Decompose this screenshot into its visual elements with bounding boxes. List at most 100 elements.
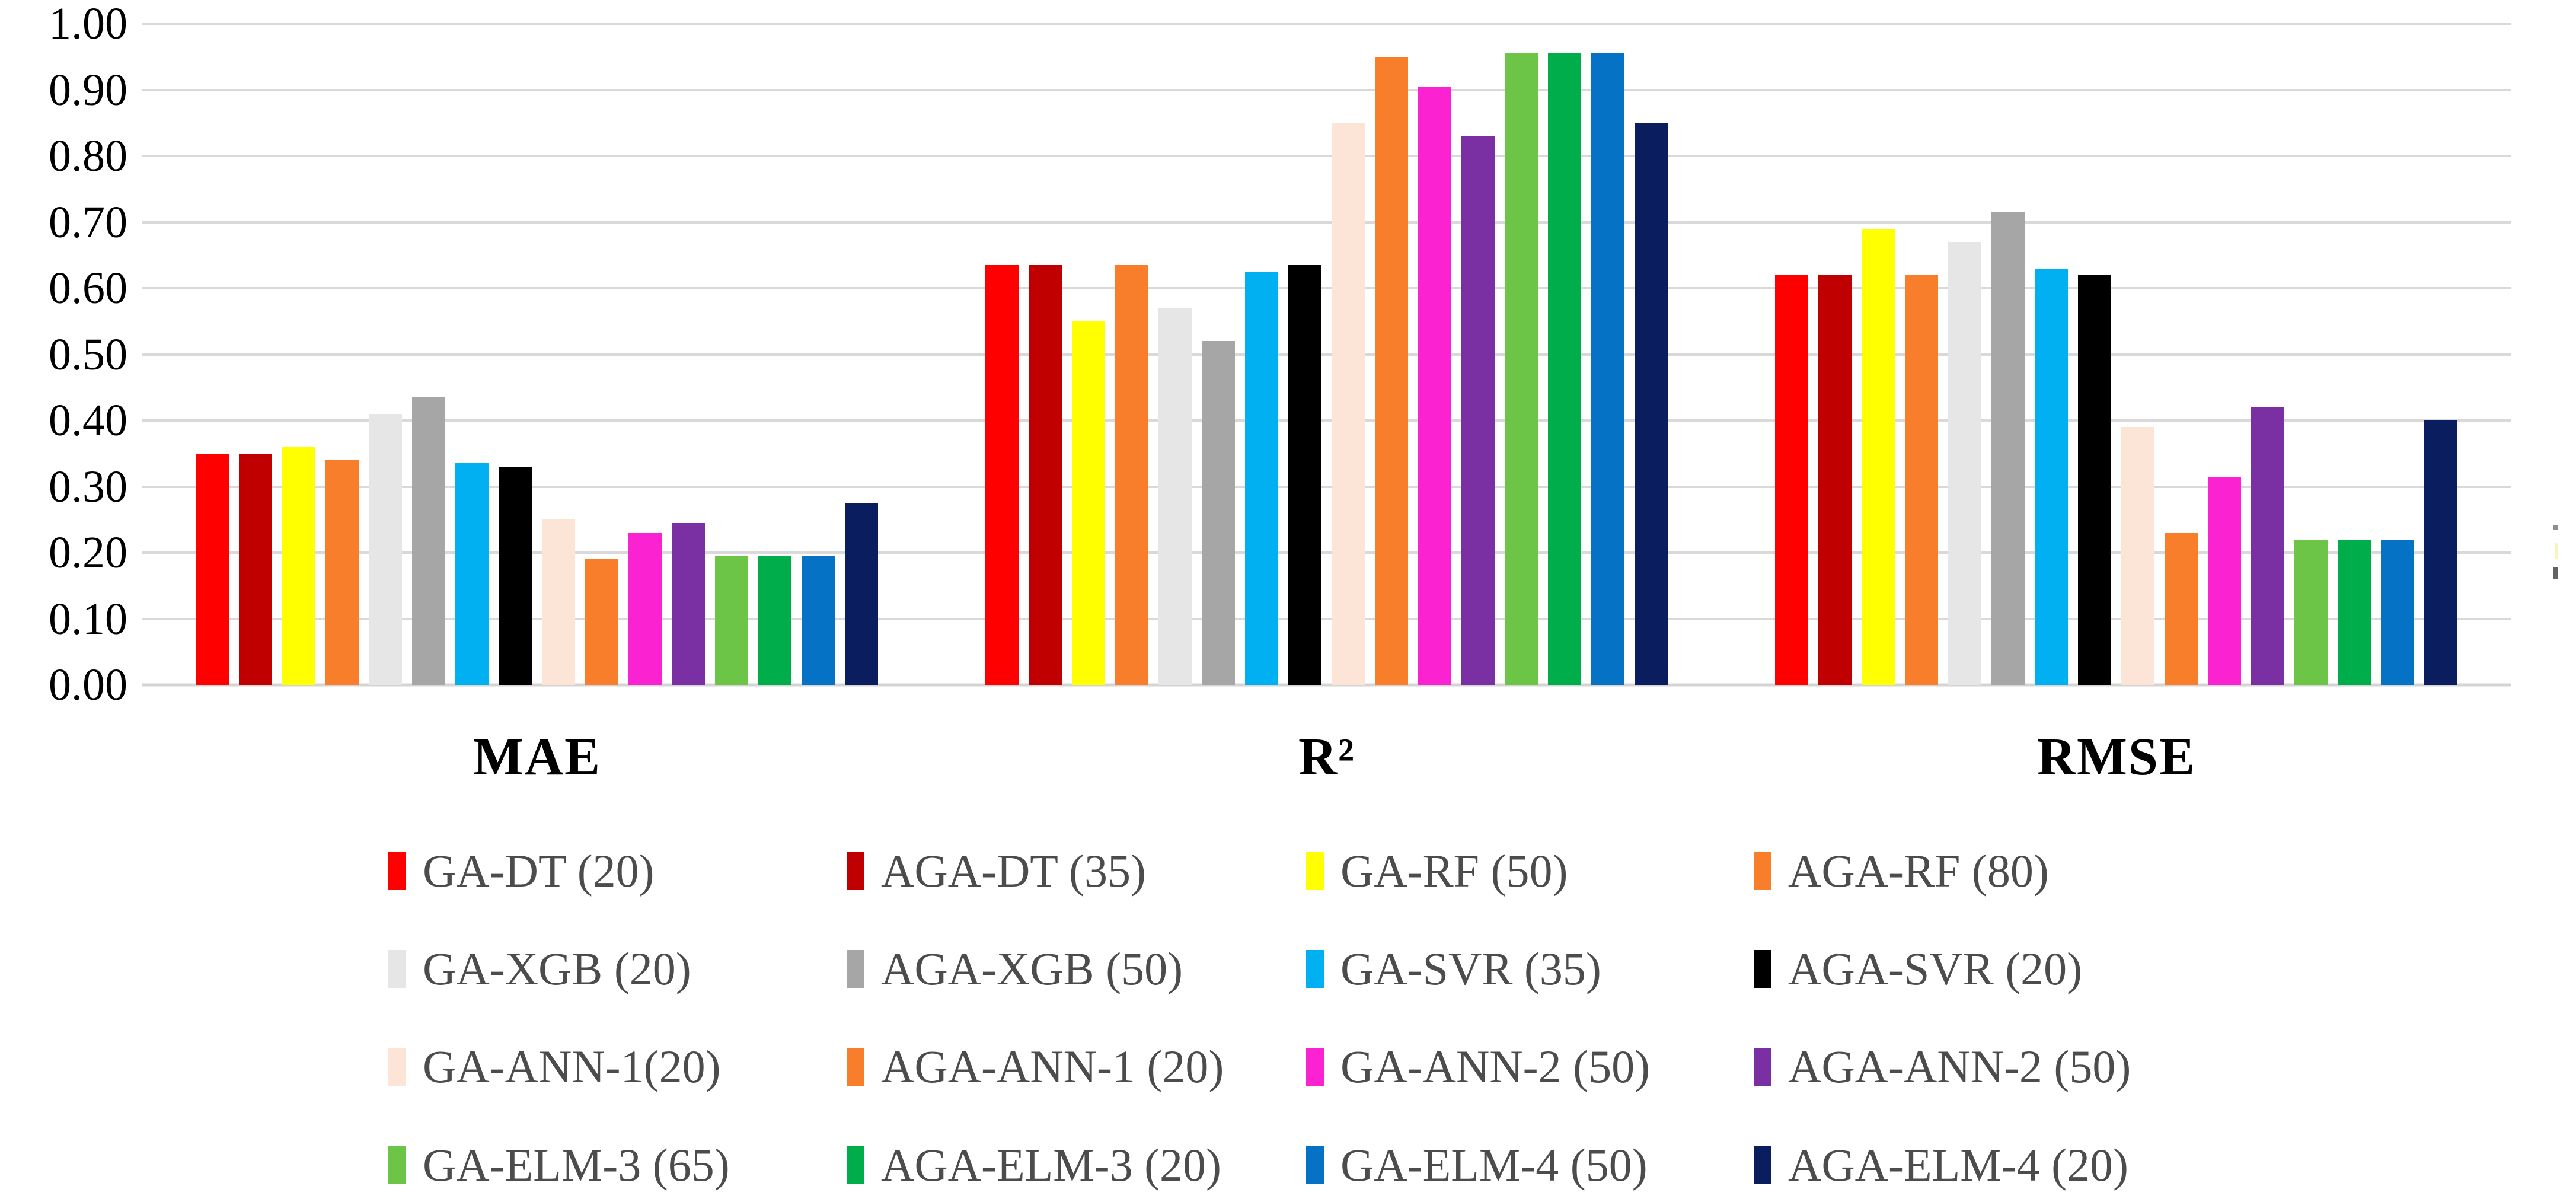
bar [2337, 539, 2371, 685]
bar [2251, 407, 2284, 685]
legend-swatch [1754, 1048, 1771, 1086]
legend-label: GA-ELM-4 (50) [1340, 1139, 1648, 1191]
bar [2424, 420, 2457, 685]
y-tick-label: 0.30 [49, 461, 127, 512]
bar [1991, 212, 2025, 685]
y-tick-label: 0.90 [49, 65, 127, 115]
legend-label: AGA-ANN-1 (20) [881, 1041, 1224, 1092]
legend-swatch [847, 950, 864, 988]
legend-swatch [847, 852, 864, 890]
bar [1071, 321, 1105, 685]
category-label-mae: MAE [473, 728, 601, 786]
bar [1201, 341, 1235, 685]
legend-label: AGA-RF (80) [1788, 845, 2049, 897]
legend-label: AGA-ANN-2 (50) [1788, 1041, 2131, 1092]
legend-item: AGA-XGB (50) [847, 942, 1183, 996]
legend-item: GA-ANN-1(20) [388, 1040, 721, 1094]
bar [845, 503, 879, 685]
legend-swatch [847, 1048, 864, 1086]
bar [802, 556, 835, 685]
legend-label: GA-ANN-2 (50) [1340, 1041, 1651, 1092]
bar [1818, 275, 1852, 685]
y-tick-label: 0.00 [49, 660, 127, 710]
legend-item: AGA-ANN-2 (50) [1754, 1040, 2131, 1094]
legend-swatch [1754, 950, 1771, 988]
legend-swatch [847, 1146, 864, 1184]
bar [585, 559, 619, 685]
bar [1774, 275, 1808, 685]
y-tick-label: 0.20 [49, 528, 127, 578]
bar [1374, 56, 1408, 685]
bar [2294, 539, 2328, 685]
legend-item: GA-RF (50) [1306, 844, 1568, 898]
gridline [142, 88, 2511, 91]
bar [2164, 533, 2198, 685]
gridline [142, 683, 2511, 687]
gridline [142, 221, 2511, 224]
yellow-bar-fragment [2555, 543, 2558, 559]
bar [1904, 275, 1938, 685]
bar [1244, 272, 1278, 685]
legend-swatch [1306, 950, 1324, 988]
gridline [142, 485, 2511, 488]
legend-label: GA-RF (50) [1340, 845, 1568, 897]
bar [628, 533, 662, 685]
bar [2207, 476, 2241, 685]
legend-label: AGA-SVR (20) [1788, 943, 2083, 994]
category-label-rmse: RMSE [2036, 728, 2197, 786]
legend-item: AGA-ELM-3 (20) [847, 1138, 1221, 1193]
legend-item: GA-ELM-4 (50) [1306, 1138, 1648, 1193]
bar [1418, 86, 1451, 685]
legend-swatch [1754, 1146, 1771, 1184]
category-label-r2: R² [1298, 728, 1355, 786]
bar [282, 447, 316, 685]
gridline [142, 419, 2511, 422]
bar [499, 467, 532, 685]
legend-swatch [388, 950, 406, 988]
bar [1547, 53, 1581, 685]
legend-swatch [1754, 852, 1771, 890]
gridline [142, 155, 2511, 157]
legend-item: GA-ANN-2 (50) [1306, 1040, 1650, 1094]
y-tick-label: 0.70 [49, 197, 127, 247]
bar [412, 397, 446, 685]
legend-swatch [388, 1146, 406, 1184]
bar [715, 556, 749, 685]
legend-label: AGA-DT (35) [881, 845, 1146, 897]
y-tick-label: 0.80 [49, 131, 127, 181]
legend-item: AGA-ELM-4 (20) [1754, 1138, 2128, 1193]
bar [758, 556, 792, 685]
legend-label: AGA-ELM-3 (20) [881, 1139, 1222, 1191]
bar [542, 519, 576, 685]
bar [2121, 427, 2154, 685]
legend-swatch [388, 852, 406, 890]
bar-group-r2 [932, 24, 1722, 685]
gridline [142, 287, 2511, 289]
legend-item: GA-SVR (35) [1306, 942, 1601, 996]
bar [1461, 136, 1495, 685]
y-tick-label: 0.60 [49, 263, 127, 313]
legend-swatch [1306, 852, 1324, 890]
legend-label: AGA-ELM-4 (20) [1788, 1139, 2129, 1191]
bar [1861, 228, 1895, 685]
legend-swatch [1306, 1146, 1324, 1184]
bar [1158, 308, 1192, 685]
y-tick-label: 0.10 [49, 594, 127, 644]
bar [1331, 123, 1365, 685]
legend-item: AGA-SVR (20) [1754, 942, 2082, 996]
bar [1634, 123, 1668, 685]
bar-group-mae [142, 24, 932, 685]
plot-area [142, 23, 2511, 687]
bar [2034, 268, 2068, 685]
bar [1504, 53, 1538, 685]
legend-item: AGA-ANN-1 (20) [847, 1040, 1224, 1094]
bar [1115, 264, 1148, 685]
legend-item: GA-XGB (20) [388, 942, 691, 996]
gridline [142, 23, 2511, 25]
legend-item: AGA-RF (80) [1754, 844, 2049, 898]
bar [455, 463, 489, 685]
legend-label: GA-ELM-3 (65) [423, 1139, 730, 1191]
bar [672, 522, 706, 685]
bar [1288, 264, 1321, 685]
